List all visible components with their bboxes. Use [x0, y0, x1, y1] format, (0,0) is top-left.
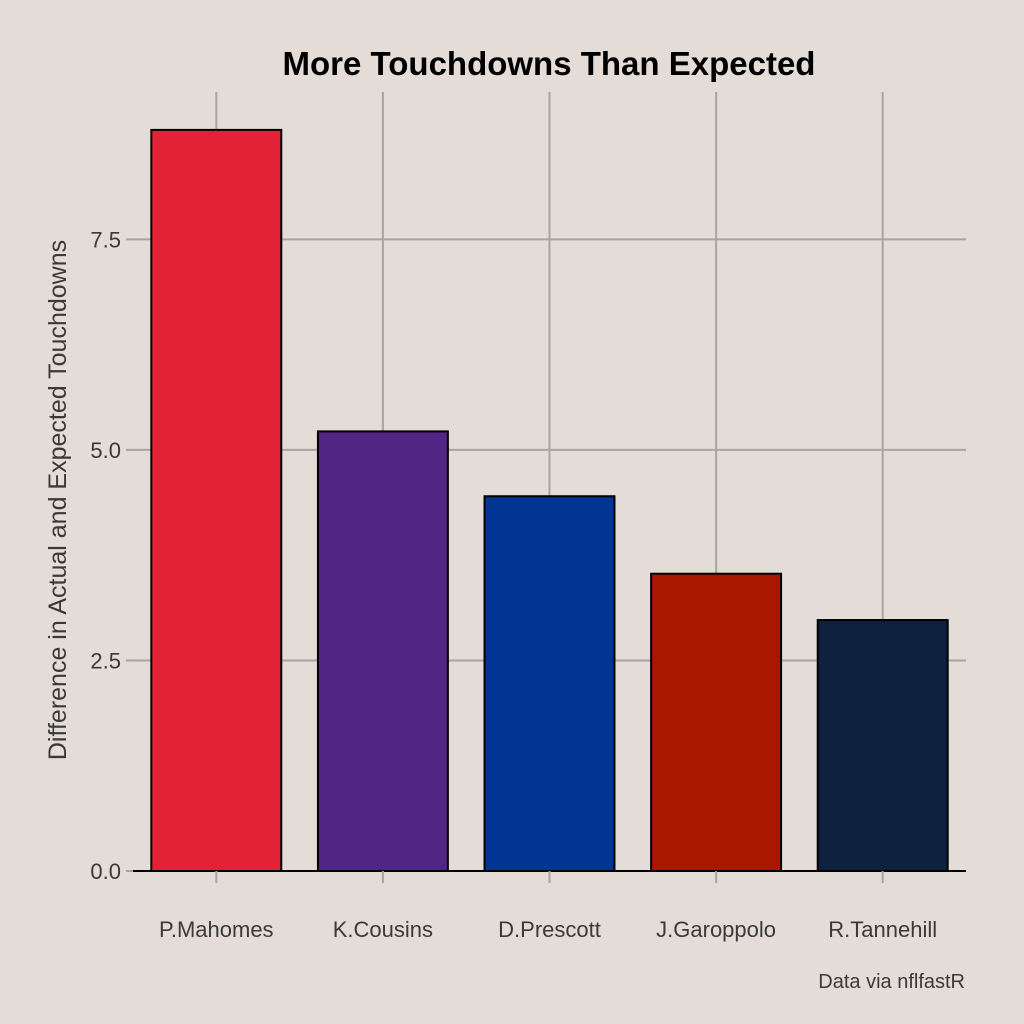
x-tick-label-1: K.Cousins — [333, 917, 433, 942]
bar-j-garoppolo — [650, 572, 783, 872]
axis-layer: 0.0 2.5 5.0 7.5 P.Mahomes K.Cousins D.Prescott… — [90, 227, 966, 942]
y-tick-label-1: 2.5 — [90, 648, 121, 673]
x-tick-label-2: D.Prescott — [498, 917, 601, 942]
x-tick-label-0: P.Mahomes — [159, 917, 274, 942]
bar-d-prescott — [483, 495, 616, 872]
y-tick-label-0: 0.0 — [90, 859, 121, 884]
bar-layer — [150, 128, 949, 873]
chart-title: More Touchdowns Than Expected — [283, 45, 816, 82]
y-tick-label-2: 5.0 — [90, 438, 121, 463]
chart-caption: Data via nflfastR — [818, 971, 965, 993]
x-tick-label-4: R.Tannehill — [828, 917, 937, 942]
bar-k-cousins — [316, 430, 449, 872]
bar-r-tannehill — [816, 619, 949, 873]
bar-p-mahomes — [150, 128, 283, 873]
x-tick-label-3: J.Garoppolo — [656, 917, 776, 942]
y-tick-label-3: 7.5 — [90, 227, 121, 252]
y-axis-title: Difference in Actual and Expected Touchd… — [44, 240, 72, 760]
